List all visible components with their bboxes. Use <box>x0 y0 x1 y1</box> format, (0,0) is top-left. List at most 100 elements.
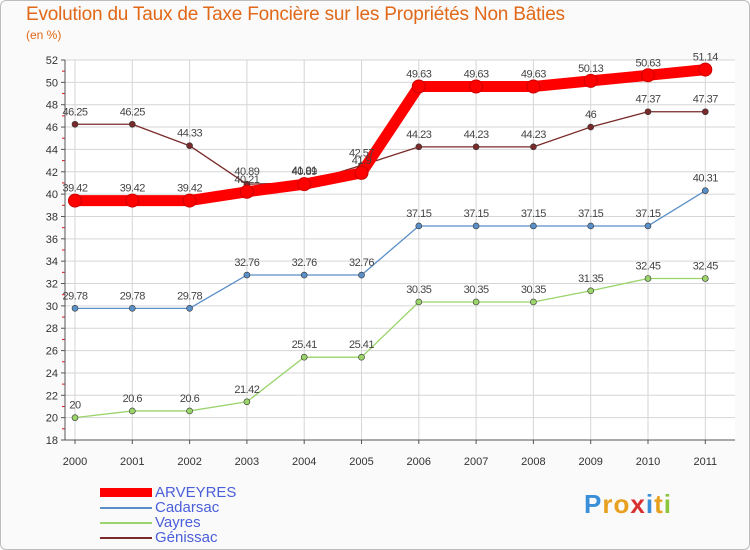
legend-item-vayres: Vayres <box>100 515 236 530</box>
y-tick-label: 30 <box>46 301 58 313</box>
y-tick-label: 50 <box>46 77 58 89</box>
data-point-cadarsac <box>472 222 480 230</box>
data-label-vayres: 30.35 <box>406 284 431 296</box>
series-line-cadarsac <box>74 190 706 309</box>
x-tick-label: 2010 <box>636 456 660 468</box>
legend-label: Vayres <box>155 514 201 531</box>
data-label-cadarsac: 37.15 <box>521 208 546 220</box>
x-tick-label: 2002 <box>177 456 201 468</box>
data-label-arveyres: 49.63 <box>521 68 546 80</box>
legend-item-genissac: Génissac <box>100 530 236 545</box>
data-point-genissac <box>644 108 652 116</box>
data-point-genissac <box>71 120 79 128</box>
data-point-vayres <box>530 298 537 306</box>
data-label-cadarsac: 29.78 <box>120 290 145 302</box>
data-label-genissac: 46.25 <box>120 106 145 118</box>
data-point-arveyres <box>125 193 140 208</box>
data-label-genissac: 42.57 <box>349 147 374 159</box>
data-point-cadarsac <box>644 222 652 230</box>
data-label-genissac: 47.37 <box>693 94 718 106</box>
data-label-genissac: 41.01 <box>292 165 317 177</box>
legend-item-cadarsac: Cadarsac <box>100 500 236 515</box>
data-label-arveyres: 40.21 <box>234 174 259 186</box>
data-label-vayres: 20 <box>69 400 81 412</box>
data-label-cadarsac: 40.31 <box>693 173 718 185</box>
data-point-cadarsac <box>587 222 595 230</box>
legend-label: Génissac <box>155 529 218 546</box>
data-point-vayres <box>701 275 709 282</box>
y-tick-label: 22 <box>46 390 58 402</box>
data-label-arveyres: 39.42 <box>120 183 145 195</box>
data-point-arveyres <box>583 73 598 88</box>
x-tick-label: 2004 <box>292 456 316 468</box>
logo-letter: r <box>602 489 614 519</box>
data-label-arveyres: 50.13 <box>578 63 603 75</box>
y-tick-label: 40 <box>46 189 58 201</box>
y-tick-label: 28 <box>46 323 58 335</box>
logo-letter: i <box>645 489 655 519</box>
data-point-arveyres <box>698 62 713 77</box>
data-point-genissac <box>701 108 709 116</box>
data-label-cadarsac: 32.76 <box>292 257 317 269</box>
data-label-vayres: 32.45 <box>635 261 660 273</box>
data-label-arveyres: 40.89 <box>292 166 317 178</box>
data-point-vayres <box>129 407 136 415</box>
legend-label: ARVEYRES <box>155 484 237 501</box>
legend-swatch <box>100 488 152 497</box>
data-point-vayres <box>71 414 79 421</box>
data-label-vayres: 25.41 <box>349 339 374 351</box>
data-point-arveyres <box>68 193 82 208</box>
data-point-cadarsac <box>243 271 251 279</box>
data-point-vayres <box>644 275 652 282</box>
data-point-cadarsac <box>701 187 709 194</box>
data-label-genissac: 44.23 <box>406 129 431 141</box>
data-label-arveyres: 39.42 <box>62 183 87 195</box>
chart-legend: ARVEYRES Cadarsac Vayres Génissac <box>100 485 236 545</box>
data-point-genissac <box>186 142 193 150</box>
data-point-arveyres <box>411 79 426 94</box>
data-point-arveyres <box>641 68 655 83</box>
data-point-vayres <box>186 407 193 415</box>
data-label-arveyres: 50.63 <box>635 57 660 69</box>
data-label-genissac: 47.37 <box>635 94 660 106</box>
data-label-vayres: 25.41 <box>292 339 317 351</box>
data-label-cadarsac: 32.76 <box>349 257 374 269</box>
data-label-vayres: 30.35 <box>464 284 489 296</box>
logo-letter: i <box>663 489 672 519</box>
data-point-cadarsac <box>530 222 537 230</box>
data-label-cadarsac: 37.15 <box>406 208 431 220</box>
x-tick-label: 2009 <box>578 456 602 468</box>
logo-letter: P <box>584 489 603 519</box>
y-tick-label: 20 <box>46 413 58 425</box>
data-point-vayres <box>358 353 365 361</box>
data-label-genissac: 44.33 <box>177 128 202 140</box>
series-line-genissac <box>74 111 706 185</box>
legend-label: Cadarsac <box>155 499 220 516</box>
logo-letter: t <box>654 489 664 519</box>
data-point-genissac <box>587 123 595 131</box>
data-point-arveyres <box>182 193 197 208</box>
x-tick-label: 2007 <box>464 456 488 468</box>
y-axis-unit-label: (en %) <box>26 28 62 42</box>
data-label-cadarsac: 29.78 <box>62 290 87 302</box>
data-point-arveyres <box>354 165 369 180</box>
y-tick-label: 52 <box>46 55 58 67</box>
data-label-vayres: 20.6 <box>123 393 143 405</box>
y-tick-label: 34 <box>46 256 58 268</box>
data-point-cadarsac <box>129 305 136 312</box>
data-point-genissac <box>530 143 537 151</box>
data-label-vayres: 31.35 <box>578 273 603 285</box>
legend-swatch <box>100 536 152 539</box>
y-tick-label: 24 <box>46 368 58 380</box>
data-label-arveyres: 41.9 <box>352 155 372 167</box>
data-label-cadarsac: 37.15 <box>635 208 660 220</box>
data-label-genissac: 44.23 <box>464 129 489 141</box>
data-label-vayres: 32.45 <box>693 261 718 273</box>
data-label-genissac: 46 <box>585 109 597 121</box>
data-point-cadarsac <box>300 271 308 279</box>
logo-letter: o <box>613 489 631 519</box>
x-tick-label: 2003 <box>235 456 259 468</box>
proxiti-logo: Proxiti <box>584 489 672 520</box>
series-line-vayres <box>74 277 706 419</box>
